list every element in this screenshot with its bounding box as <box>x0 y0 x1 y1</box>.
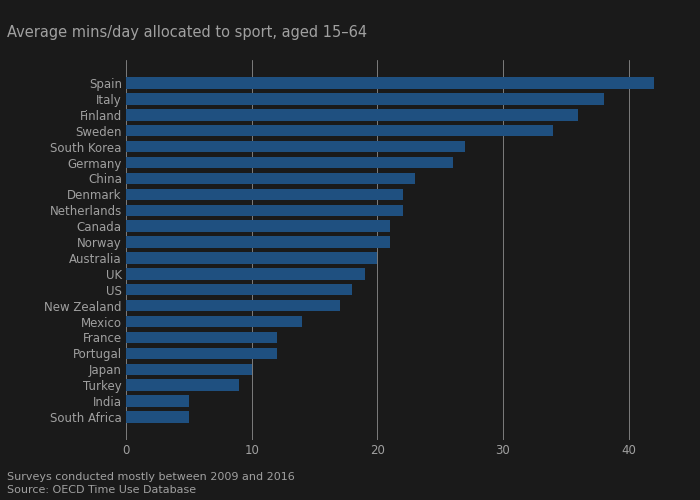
Bar <box>126 157 453 168</box>
Bar <box>126 109 578 120</box>
Bar <box>126 332 276 343</box>
Bar <box>126 188 402 200</box>
Text: Average mins/day allocated to sport, aged 15–64: Average mins/day allocated to sport, age… <box>7 25 367 40</box>
Text: Source: OECD Time Use Database: Source: OECD Time Use Database <box>7 485 196 495</box>
Bar <box>126 125 553 136</box>
Bar <box>126 268 365 280</box>
Bar <box>126 300 340 312</box>
Bar <box>126 252 377 264</box>
Bar <box>126 316 302 328</box>
Bar <box>126 364 252 375</box>
Bar <box>126 172 415 184</box>
Bar <box>126 396 189 407</box>
Bar <box>126 141 466 152</box>
Bar <box>126 348 276 359</box>
Bar <box>126 412 189 422</box>
Bar <box>126 380 239 391</box>
Bar <box>126 204 402 216</box>
Bar <box>126 93 603 104</box>
Bar <box>126 78 654 88</box>
Bar <box>126 284 352 296</box>
Bar <box>126 236 390 248</box>
Bar <box>126 220 390 232</box>
Text: Surveys conducted mostly between 2009 and 2016: Surveys conducted mostly between 2009 an… <box>7 472 295 482</box>
